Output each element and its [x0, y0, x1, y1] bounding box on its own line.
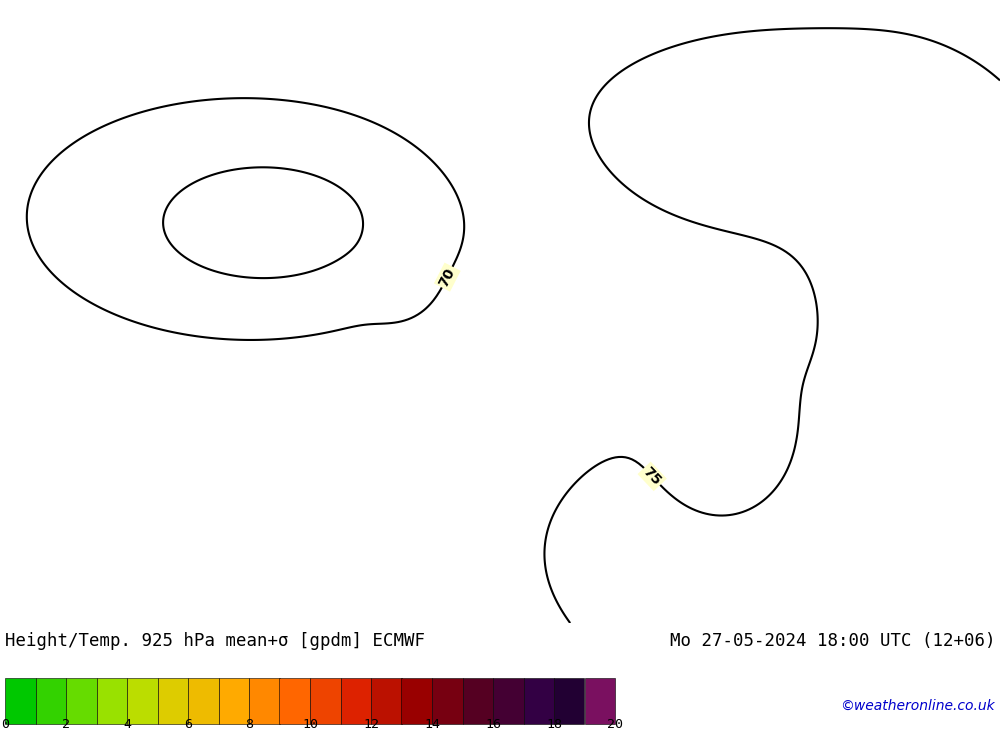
Text: 4: 4 [123, 718, 131, 731]
Text: 8: 8 [245, 718, 253, 731]
Text: 14: 14 [424, 718, 440, 731]
Text: 6: 6 [184, 718, 192, 731]
Bar [524, 678, 554, 724]
Bar [493, 678, 524, 724]
Text: 12: 12 [363, 718, 379, 731]
Bar [371, 678, 402, 724]
Bar [310, 678, 340, 724]
Text: 16: 16 [485, 718, 501, 731]
Bar [279, 678, 310, 724]
Bar [584, 678, 615, 724]
Bar [554, 678, 584, 724]
Text: 75: 75 [640, 465, 664, 488]
Bar [218, 678, 249, 724]
Bar [462, 678, 493, 724]
Text: 0: 0 [1, 718, 9, 731]
Bar [5, 678, 36, 724]
Bar [96, 678, 127, 724]
Text: ©weatheronline.co.uk: ©weatheronline.co.uk [840, 699, 995, 712]
Bar [188, 678, 218, 724]
Bar [127, 678, 158, 724]
Text: 20: 20 [607, 718, 623, 731]
Text: 70: 70 [437, 265, 458, 289]
Bar [432, 678, 462, 724]
Text: Height/Temp. 925 hPa mean+σ [gpdm] ECMWF: Height/Temp. 925 hPa mean+σ [gpdm] ECMWF [5, 632, 425, 650]
Bar [340, 678, 371, 724]
Bar [158, 678, 188, 724]
Text: Mo 27-05-2024 18:00 UTC (12+06): Mo 27-05-2024 18:00 UTC (12+06) [670, 632, 995, 650]
Bar [249, 678, 280, 724]
Text: 18: 18 [546, 718, 562, 731]
Bar [66, 678, 96, 724]
Bar [401, 678, 432, 724]
Text: 10: 10 [302, 718, 318, 731]
Text: 2: 2 [62, 718, 70, 731]
Bar [36, 678, 66, 724]
